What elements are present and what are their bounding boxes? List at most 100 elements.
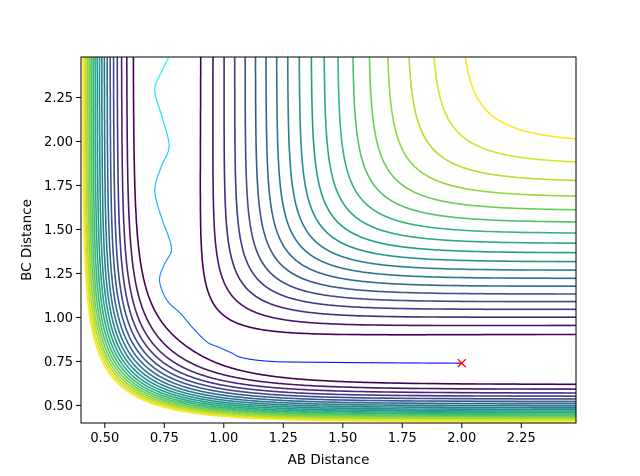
trajectory-segment [159, 111, 162, 115]
trajectory-segment [185, 319, 188, 322]
trajectory-segment [162, 120, 165, 124]
contour-line [98, 57, 576, 411]
trajectory-segment [167, 301, 170, 304]
trajectory-segment [163, 262, 166, 265]
trajectory-segment [198, 333, 201, 336]
trajectory-segment [206, 341, 209, 344]
y-tick-label: 0.75 [44, 355, 73, 370]
trajectory-segment [168, 239, 171, 242]
trajectory-segment [162, 65, 165, 69]
trajectory-segment [176, 309, 179, 312]
trajectory-segment [165, 131, 168, 135]
trajectory-segment [164, 128, 167, 132]
trajectory-segment [166, 231, 168, 234]
trajectory-segment [164, 227, 167, 230]
trajectory-segment [162, 265, 165, 268]
trajectory-segment [156, 176, 159, 180]
trajectory-segment [167, 257, 169, 260]
trajectory-segment [154, 196, 157, 200]
trajectory-segment [161, 218, 164, 222]
contour-line [112, 57, 576, 400]
x-axis-label: AB Distance [288, 452, 370, 468]
trajectory-segment [177, 310, 180, 313]
trajectory-segment [183, 316, 186, 319]
trajectory-segment [163, 224, 166, 227]
trajectory-segment [204, 339, 207, 342]
trajectory-segment [162, 222, 165, 225]
trajectory-segment [232, 353, 235, 355]
trajectory-segment [165, 60, 168, 63]
trajectory-segment [158, 74, 161, 77]
trajectory-segment [167, 236, 170, 239]
trajectory-segment [157, 75, 160, 79]
trajectory-segment [161, 268, 163, 271]
trajectory-segment [167, 234, 169, 237]
trajectory-segment [158, 169, 161, 173]
y-tick-label: 1.25 [44, 267, 73, 282]
trajectory-segment [160, 288, 163, 291]
y-axis: 0.50 0.75 1.00 1.25 1.50 1.75 2.00 2.25 [44, 91, 81, 414]
contour-line [116, 57, 576, 397]
trajectory-segment [205, 340, 208, 343]
plot-frame [80, 56, 577, 424]
trajectory-segment [181, 314, 184, 318]
contour-line [126, 57, 576, 390]
trajectory-segment [209, 343, 212, 345]
trajectory-segment [156, 77, 159, 80]
contour-lines [82, 57, 576, 423]
trajectory-segment [164, 261, 167, 264]
contour-line [103, 57, 576, 407]
trajectory-segment [192, 327, 195, 330]
trajectory-segment [157, 174, 159, 177]
trajectory-segment [165, 260, 168, 263]
contour-line [132, 57, 576, 386]
trajectory-segment [221, 347, 223, 350]
trajectory-segment [164, 157, 167, 160]
y-tick-label: 2.25 [44, 91, 73, 106]
trajectory-segment [161, 290, 164, 293]
x-tick-label: 0.75 [150, 431, 179, 446]
trajectory-segment [163, 159, 166, 162]
trajectory-segment [189, 324, 192, 327]
trajectory-segment [218, 346, 221, 349]
contour-line [82, 57, 576, 423]
trajectory-segment [161, 69, 164, 72]
trajectory-segment [166, 153, 169, 156]
trajectory-segment [166, 299, 169, 302]
contour-line [90, 57, 576, 417]
trajectory-segment [234, 354, 237, 356]
contour-line [109, 57, 576, 403]
trajectory-segment [186, 320, 189, 323]
trajectory-segment [161, 267, 164, 270]
trajectory-segment [236, 355, 239, 357]
trajectory-segment [225, 350, 228, 352]
trajectory-segment [191, 326, 194, 329]
trajectory-segment [154, 83, 157, 86]
trajectory-segment [155, 199, 158, 203]
trajectory-segment [163, 294, 166, 297]
trajectory-segment [179, 312, 182, 315]
trajectory-segment [195, 330, 198, 333]
trajectory-segment [163, 122, 166, 127]
trajectory-segment [160, 165, 163, 169]
trajectory-segment [166, 133, 169, 137]
trajectory-segment [161, 163, 163, 166]
trajectory-segment [155, 98, 158, 102]
contour-line [92, 57, 576, 415]
contour-line [88, 57, 576, 418]
contour-line [106, 57, 576, 405]
trajectory-segment [161, 117, 164, 121]
trajectory-segment [154, 95, 157, 99]
trajectory-segment [160, 270, 163, 273]
x-tick-label: 1.50 [328, 431, 357, 446]
trajectory-segment [228, 351, 230, 353]
trajectory-segment [156, 79, 158, 82]
trajectory-segment [162, 220, 164, 224]
trajectory-segment [230, 352, 233, 354]
x-axis: 0.50 0.75 1.00 1.25 1.50 1.75 2.00 2.25 [90, 423, 536, 446]
trajectory-segment [193, 329, 196, 332]
trajectory-segment [161, 161, 164, 164]
contour-line [101, 57, 576, 409]
x-tick-label: 2.00 [447, 431, 476, 446]
trajectory-segment [160, 70, 163, 73]
